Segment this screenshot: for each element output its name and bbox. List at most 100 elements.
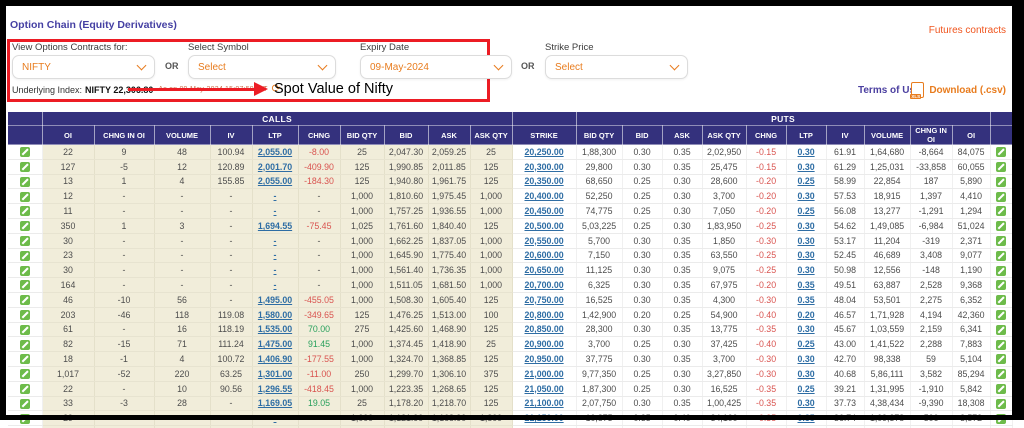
puts-cell[interactable]: 0.30 bbox=[786, 248, 827, 264]
edit-icon[interactable] bbox=[996, 413, 1007, 424]
puts-cell[interactable]: 0.30 bbox=[786, 218, 827, 234]
edit-icon[interactable] bbox=[19, 265, 30, 276]
calls-cell[interactable]: - bbox=[252, 233, 299, 249]
strike-link[interactable]: 20,250.00 bbox=[524, 146, 564, 157]
puts-cell[interactable]: 0.35 bbox=[786, 277, 827, 293]
strike-cell[interactable]: 21,150.00 bbox=[512, 410, 577, 427]
puts-cell[interactable]: 0.25 bbox=[786, 336, 827, 353]
edit-icon[interactable] bbox=[19, 339, 30, 350]
edit-icon[interactable] bbox=[996, 310, 1007, 320]
edit-icon[interactable] bbox=[996, 265, 1007, 276]
edit-icon[interactable] bbox=[996, 398, 1007, 409]
puts-cell[interactable]: 0.30 bbox=[786, 233, 827, 249]
edit-icon[interactable] bbox=[996, 369, 1007, 380]
puts-cell[interactable]: 0.35 bbox=[786, 425, 827, 428]
ltp-link[interactable]: 0.30 bbox=[797, 161, 815, 172]
edit-icon[interactable] bbox=[996, 250, 1007, 261]
ltp-link[interactable]: 1,495.00 bbox=[257, 294, 293, 305]
strike-cell[interactable]: 21,050.00 bbox=[512, 381, 577, 397]
ltp-link[interactable]: 0.30 bbox=[797, 265, 815, 276]
ltp-link[interactable]: 1,169.05 bbox=[257, 398, 293, 409]
calls-cell[interactable]: 1,169.05 bbox=[252, 396, 299, 412]
calls-cell[interactable]: 2,001.70 bbox=[252, 159, 299, 175]
edit-icon[interactable] bbox=[996, 383, 1007, 394]
strike-link[interactable]: 20,800.00 bbox=[524, 309, 564, 320]
strike-cell[interactable]: 20,250.00 bbox=[512, 144, 577, 160]
symbol-select[interactable]: Select bbox=[188, 55, 336, 79]
strike-cell[interactable]: 20,850.00 bbox=[512, 322, 577, 338]
strike-cell[interactable]: 20,500.00 bbox=[512, 218, 577, 234]
calls-cell[interactable]: - bbox=[252, 203, 299, 219]
ltp-link[interactable]: - bbox=[273, 191, 277, 202]
ltp-link[interactable]: 0.25 bbox=[797, 383, 815, 394]
puts-cell[interactable]: 0.35 bbox=[786, 410, 827, 427]
strike-link[interactable]: 21,000.00 bbox=[524, 368, 564, 379]
puts-cell[interactable]: 0.30 bbox=[786, 351, 827, 367]
edit-icon[interactable] bbox=[19, 191, 30, 202]
edit-icon[interactable] bbox=[996, 206, 1007, 217]
edit-icon[interactable] bbox=[19, 369, 30, 380]
edit-icon[interactable] bbox=[19, 176, 30, 187]
strike-link[interactable]: 20,400.00 bbox=[524, 191, 564, 202]
edit-icon[interactable] bbox=[996, 147, 1007, 158]
ltp-link[interactable]: - bbox=[273, 413, 277, 424]
calls-cell[interactable]: 1,406.90 bbox=[252, 351, 299, 367]
strike-price-select[interactable]: Select bbox=[545, 55, 688, 79]
calls-cell[interactable]: 1,495.00 bbox=[252, 292, 299, 308]
strike-link[interactable]: 20,300.00 bbox=[524, 161, 564, 172]
calls-cell[interactable]: 1,535.00 bbox=[252, 322, 299, 338]
ltp-link[interactable]: 0.30 bbox=[797, 235, 815, 246]
ltp-link[interactable]: 0.30 bbox=[797, 324, 815, 335]
calls-cell[interactable]: - bbox=[252, 262, 299, 279]
calls-cell[interactable]: - bbox=[252, 188, 299, 205]
ltp-link[interactable]: - bbox=[273, 206, 277, 217]
edit-icon[interactable] bbox=[19, 250, 30, 261]
ltp-link[interactable]: 0.35 bbox=[797, 280, 815, 291]
edit-icon[interactable] bbox=[19, 221, 30, 232]
puts-cell[interactable]: 0.25 bbox=[786, 174, 827, 190]
ltp-link[interactable]: - bbox=[273, 250, 277, 261]
strike-link[interactable]: 20,900.00 bbox=[524, 339, 564, 350]
ltp-link[interactable]: 1,301.00 bbox=[257, 368, 293, 379]
edit-icon[interactable] bbox=[19, 236, 30, 247]
strike-link[interactable]: 20,950.00 bbox=[524, 354, 564, 365]
edit-icon[interactable] bbox=[19, 413, 30, 424]
strike-link[interactable]: 20,500.00 bbox=[524, 220, 564, 231]
ltp-link[interactable]: 0.30 bbox=[797, 354, 815, 365]
refresh-icon[interactable]: ⟳ bbox=[271, 83, 281, 95]
strike-cell[interactable]: 20,400.00 bbox=[512, 188, 577, 205]
edit-icon[interactable] bbox=[996, 324, 1007, 335]
ltp-link[interactable]: 1,694.55 bbox=[257, 220, 293, 231]
strike-cell[interactable]: 20,350.00 bbox=[512, 174, 577, 190]
edit-icon[interactable] bbox=[19, 354, 30, 365]
strike-link[interactable]: 21,050.00 bbox=[524, 383, 564, 394]
ltp-link[interactable]: 0.35 bbox=[797, 294, 815, 305]
edit-icon[interactable] bbox=[996, 280, 1007, 291]
ltp-link[interactable]: 0.25 bbox=[797, 176, 815, 187]
calls-cell[interactable]: - bbox=[252, 248, 299, 264]
strike-cell[interactable]: 21,000.00 bbox=[512, 366, 577, 382]
edit-icon[interactable] bbox=[19, 310, 30, 320]
edit-icon[interactable] bbox=[19, 295, 30, 306]
strike-link[interactable]: 21,100.00 bbox=[524, 398, 564, 409]
ltp-link[interactable]: - bbox=[273, 235, 277, 246]
expiry-date-select[interactable]: 09-May-2024 bbox=[360, 55, 512, 79]
edit-icon[interactable] bbox=[19, 324, 30, 335]
strike-cell[interactable]: 20,300.00 bbox=[512, 159, 577, 175]
strike-link[interactable]: 20,600.00 bbox=[524, 250, 564, 261]
ltp-link[interactable]: 0.20 bbox=[797, 309, 815, 320]
strike-cell[interactable]: 20,650.00 bbox=[512, 262, 577, 279]
calls-cell[interactable]: 2,055.00 bbox=[252, 144, 299, 160]
edit-icon[interactable] bbox=[996, 236, 1007, 247]
ltp-link[interactable]: 1,406.90 bbox=[257, 354, 293, 365]
edit-icon[interactable] bbox=[19, 147, 30, 158]
ltp-link[interactable]: 2,055.00 bbox=[257, 176, 293, 187]
ltp-link[interactable]: 1,296.55 bbox=[257, 383, 293, 394]
puts-cell[interactable]: 0.30 bbox=[786, 396, 827, 412]
strike-link[interactable]: 20,750.00 bbox=[524, 294, 564, 305]
edit-icon[interactable] bbox=[996, 221, 1007, 232]
edit-icon[interactable] bbox=[996, 295, 1007, 306]
ltp-link[interactable]: 1,535.00 bbox=[257, 324, 293, 335]
edit-icon[interactable] bbox=[19, 398, 30, 409]
puts-cell[interactable]: 0.30 bbox=[786, 322, 827, 338]
